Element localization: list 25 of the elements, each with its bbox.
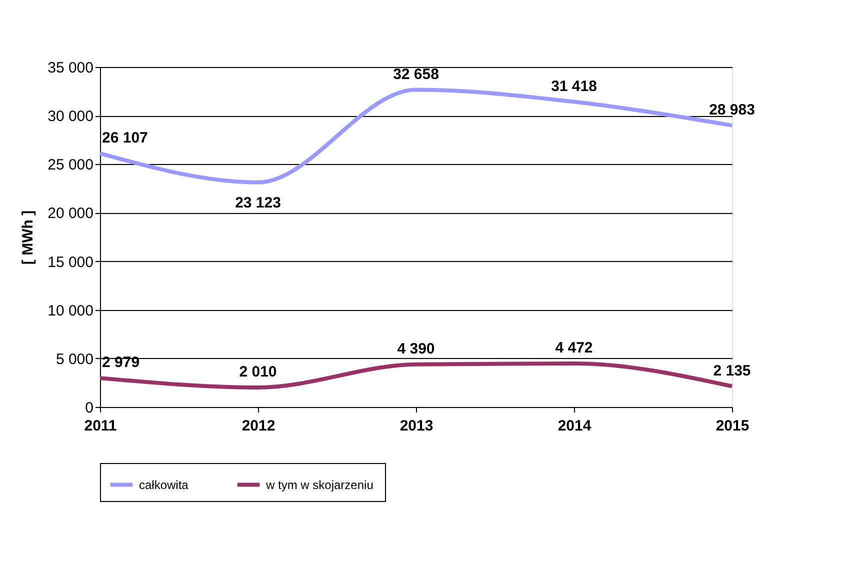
legend-label: całkowita bbox=[139, 478, 189, 492]
y-tick-label: 20 000 bbox=[48, 205, 94, 222]
data-label: 4 390 bbox=[397, 340, 435, 358]
y-tick-label: 25 000 bbox=[48, 156, 94, 174]
x-tick-label: 2013 bbox=[400, 418, 434, 434]
data-label: 23 123 bbox=[235, 194, 281, 212]
x-tick-label: 2015 bbox=[716, 418, 750, 434]
y-tick-label: 30 000 bbox=[48, 108, 94, 126]
y-axis-title: [ MWh ] bbox=[20, 210, 37, 265]
data-label: 2 135 bbox=[713, 362, 751, 380]
data-label: 31 418 bbox=[551, 78, 597, 95]
data-label: 28 983 bbox=[709, 101, 755, 118]
data-label: 4 472 bbox=[555, 340, 593, 357]
legend-label: w tym w skojarzeniu bbox=[265, 478, 374, 492]
y-tick-label: 5 000 bbox=[56, 350, 94, 368]
y-tick-label: 0 bbox=[85, 400, 94, 416]
y-tick-label: 10 000 bbox=[48, 302, 94, 320]
data-label: 26 107 bbox=[102, 129, 148, 146]
x-tick-label: 2011 bbox=[84, 418, 117, 434]
x-tick-label: 2014 bbox=[558, 418, 592, 434]
data-label: 2 010 bbox=[239, 363, 277, 380]
y-tick-label: 15 000 bbox=[48, 254, 94, 271]
x-tick-label: 2012 bbox=[242, 418, 276, 434]
data-label: 32 658 bbox=[393, 66, 439, 83]
y-tick-label: 35 000 bbox=[48, 60, 94, 76]
